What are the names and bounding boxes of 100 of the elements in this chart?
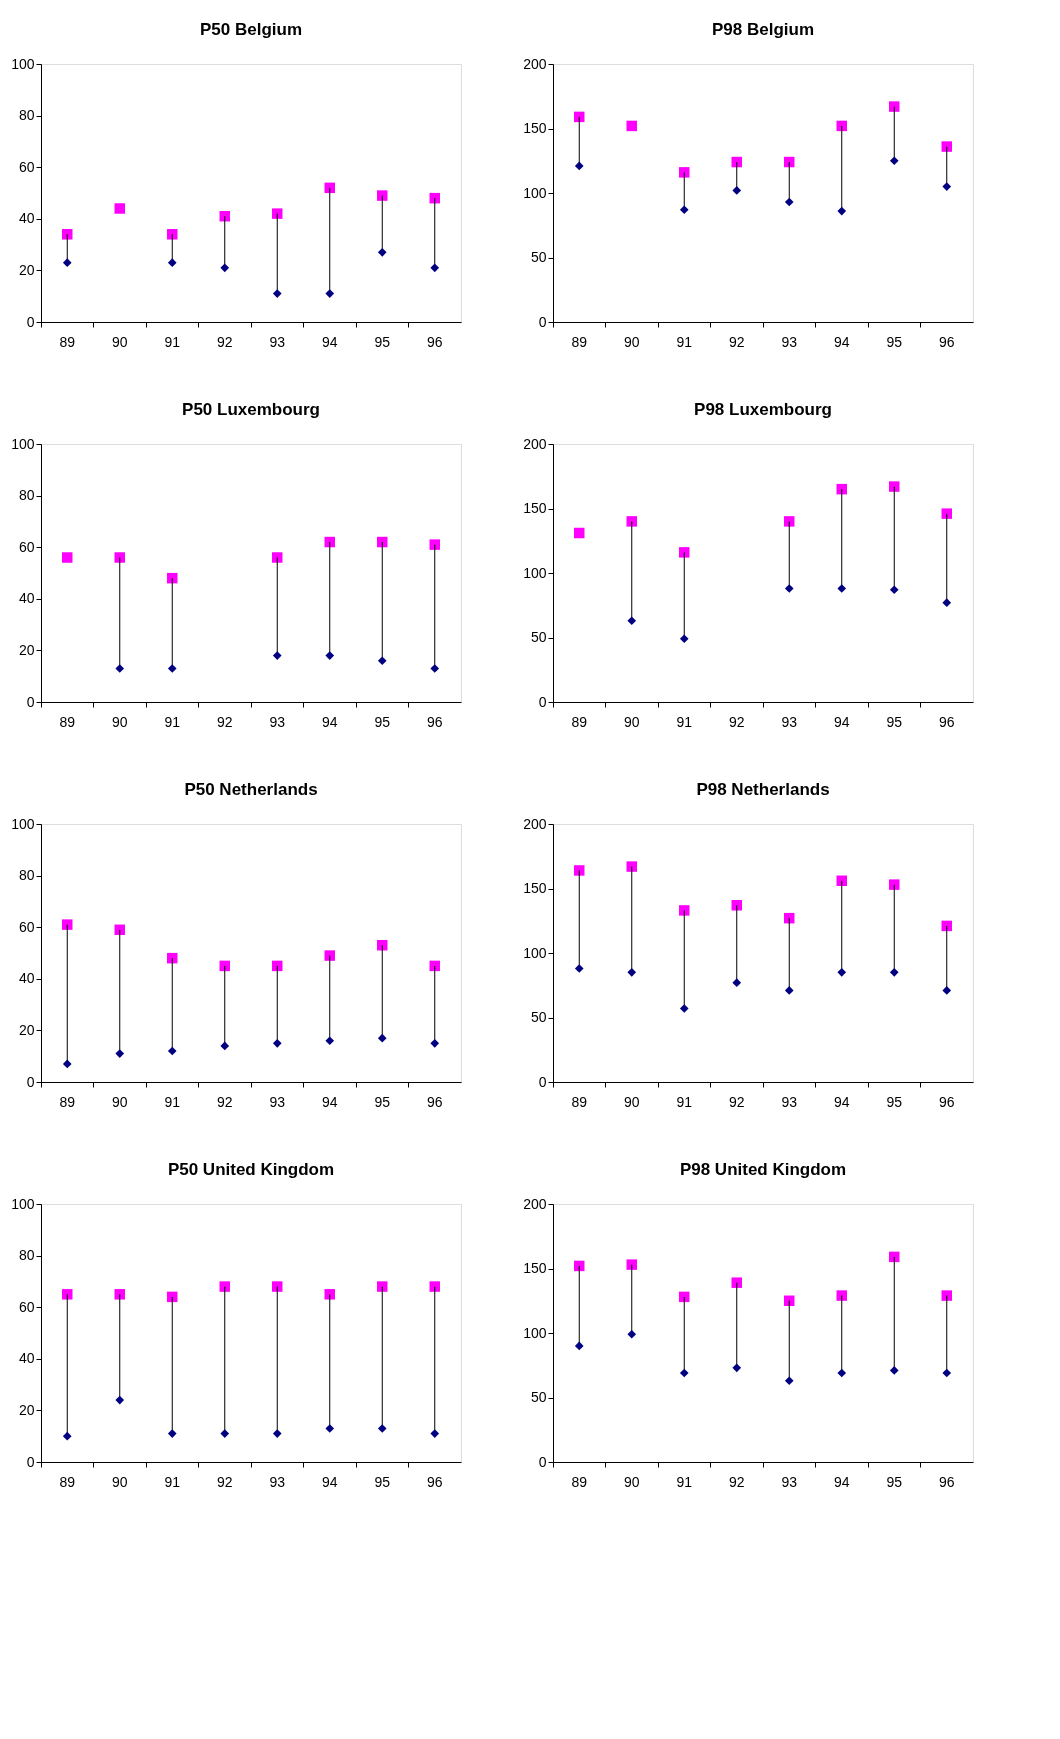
x-tick-label: 89	[59, 713, 76, 730]
point	[889, 101, 900, 112]
y-tick-label: 100	[523, 944, 547, 961]
point	[784, 986, 794, 995]
point	[377, 1424, 387, 1433]
point	[325, 289, 335, 298]
x-tick-label: 96	[938, 713, 955, 730]
x-tick-label: 94	[321, 1473, 338, 1490]
chart-title: P50 United Kingdom	[167, 1160, 335, 1179]
point	[942, 1368, 952, 1378]
y-tick-label: 100	[11, 815, 35, 832]
x-tick-label: 91	[164, 333, 181, 350]
point	[325, 1424, 335, 1433]
point	[889, 879, 900, 890]
x-tick-label: 89	[571, 333, 588, 350]
x-tick-label: 89	[571, 1473, 588, 1490]
x-tick-label: 96	[938, 1093, 955, 1110]
point	[167, 1046, 177, 1056]
point	[627, 616, 637, 626]
x-tick-label: 91	[676, 713, 693, 730]
point	[220, 1041, 230, 1051]
point	[167, 664, 177, 673]
y-tick-label: 100	[523, 184, 547, 201]
point	[115, 1395, 125, 1405]
y-tick-label: 0	[26, 313, 35, 330]
point	[784, 197, 794, 207]
point	[114, 1289, 125, 1300]
point	[942, 986, 952, 995]
x-tick-label: 95	[374, 713, 391, 730]
point	[732, 186, 742, 195]
point	[167, 1429, 177, 1438]
y-tick-label: 100	[11, 435, 35, 452]
y-tick-label: 20	[18, 1401, 35, 1418]
point	[731, 1277, 742, 1288]
chart-title: P50 Belgium	[199, 20, 303, 39]
point	[272, 651, 282, 660]
point	[62, 258, 72, 267]
x-tick-label: 90	[623, 333, 640, 350]
y-tick-label: 200	[523, 55, 547, 72]
x-tick-label: 96	[938, 333, 955, 350]
point	[679, 1368, 689, 1378]
point	[941, 141, 952, 152]
point	[627, 1329, 637, 1339]
point	[62, 1059, 72, 1069]
y-tick-label: 150	[523, 1260, 547, 1276]
x-tick-label: 90	[623, 713, 640, 730]
x-tick-label: 92	[216, 333, 233, 350]
point	[889, 585, 899, 595]
x-tick-label: 93	[269, 1473, 286, 1490]
point	[430, 263, 440, 273]
x-tick-label: 94	[833, 1093, 850, 1110]
point	[679, 634, 689, 644]
point	[942, 182, 952, 191]
point	[679, 205, 689, 215]
point	[114, 203, 125, 214]
point	[219, 1281, 230, 1292]
x-tick-label: 92	[216, 1473, 233, 1490]
point	[837, 1368, 847, 1378]
x-tick-label: 91	[164, 1093, 181, 1110]
y-tick-label: 0	[538, 693, 547, 710]
point	[626, 516, 637, 527]
x-tick-label: 93	[269, 713, 286, 730]
x-tick-label: 96	[426, 713, 443, 730]
x-tick-label: 95	[374, 1093, 391, 1110]
point	[325, 1036, 335, 1046]
y-tick-label: 0	[538, 1453, 547, 1470]
y-tick-label: 40	[18, 590, 35, 607]
y-tick-label: 50	[530, 249, 547, 265]
point	[574, 964, 584, 973]
x-tick-label: 92	[728, 1473, 745, 1490]
x-tick-label: 95	[886, 333, 903, 350]
x-tick-label: 95	[886, 1473, 903, 1490]
y-tick-label: 200	[523, 435, 547, 452]
x-tick-label: 92	[728, 333, 745, 350]
point	[114, 552, 125, 563]
x-tick-label: 89	[59, 1093, 76, 1110]
point	[167, 229, 178, 240]
point	[272, 1429, 282, 1438]
y-tick-label: 0	[26, 693, 35, 710]
y-tick-label: 50	[530, 1389, 547, 1405]
x-tick-label: 95	[886, 713, 903, 730]
y-tick-label: 200	[523, 1195, 547, 1212]
y-tick-label: 80	[18, 867, 35, 884]
y-tick-label: 0	[26, 1073, 35, 1090]
y-tick-label: 60	[18, 918, 35, 935]
point	[837, 968, 847, 977]
point	[784, 516, 795, 527]
point	[62, 229, 73, 240]
y-tick-label: 80	[18, 107, 35, 124]
point	[626, 861, 637, 872]
x-tick-label: 89	[571, 713, 588, 730]
point	[430, 1038, 440, 1048]
x-tick-label: 93	[781, 713, 798, 730]
x-tick-label: 96	[426, 333, 443, 350]
x-tick-label: 94	[833, 713, 850, 730]
point	[679, 547, 690, 558]
x-tick-label: 92	[216, 1093, 233, 1110]
point	[325, 651, 335, 660]
point	[784, 1376, 794, 1386]
x-tick-label: 95	[374, 1473, 391, 1490]
